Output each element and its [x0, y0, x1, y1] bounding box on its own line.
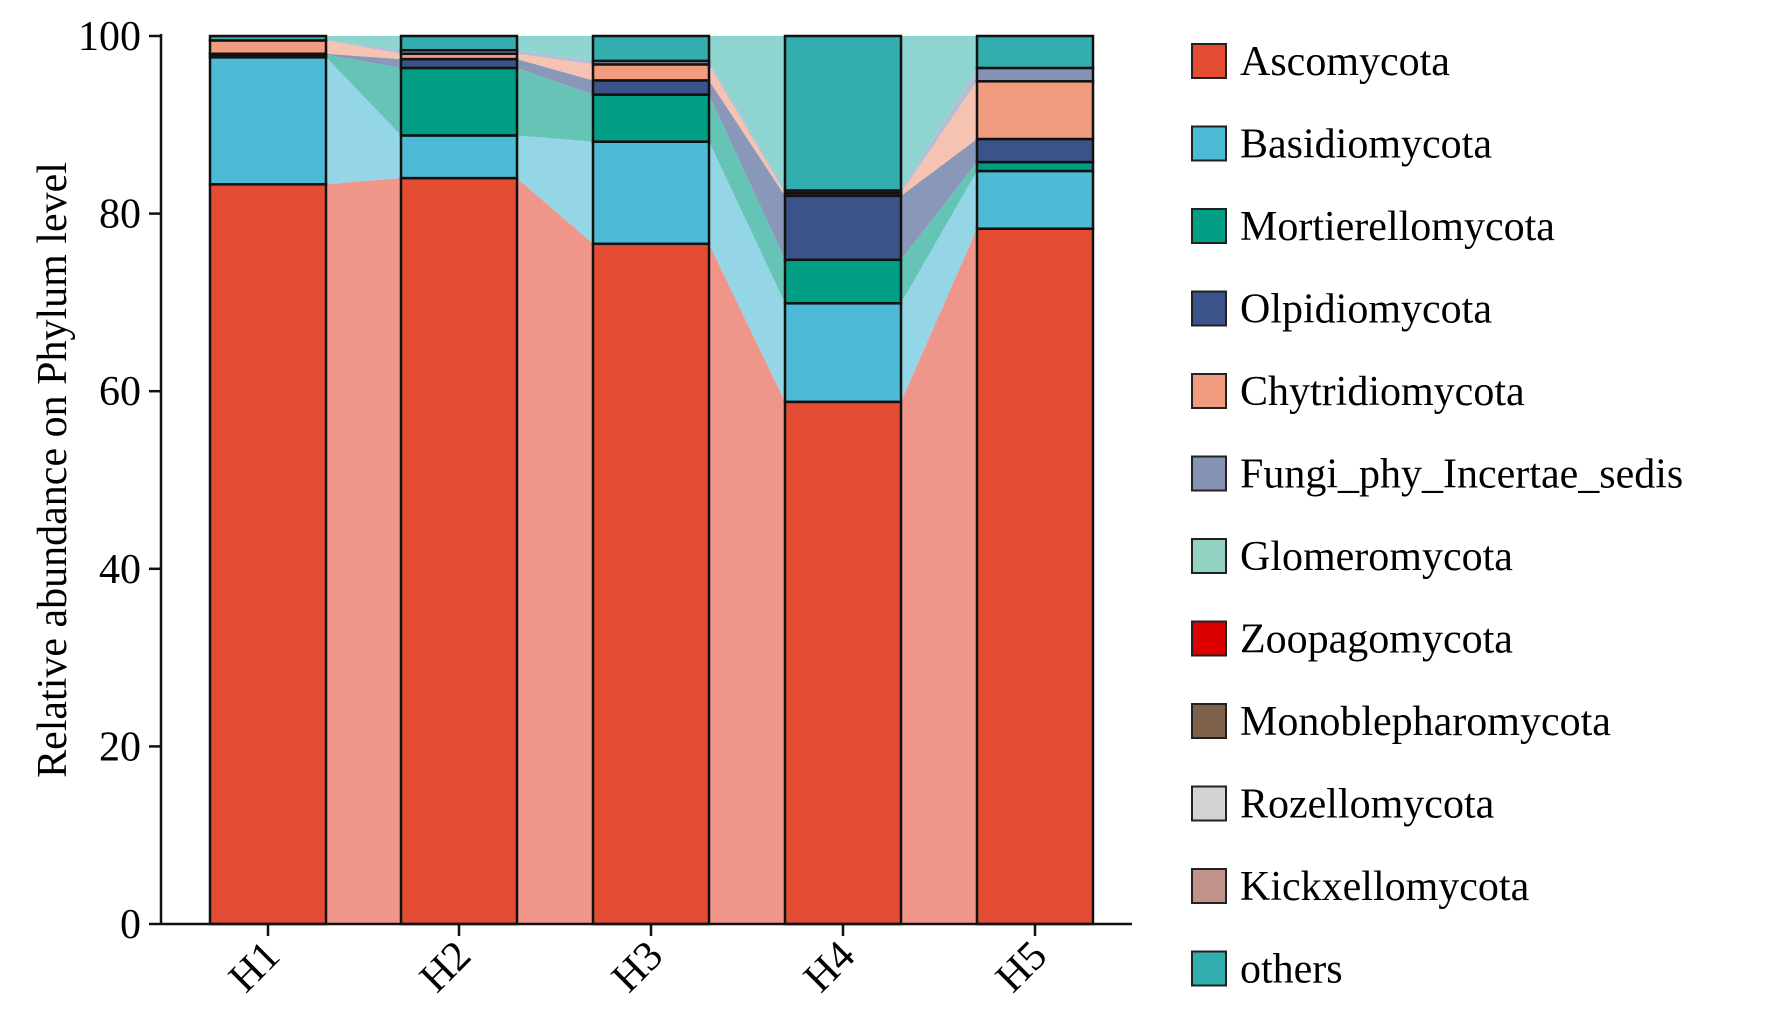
band-mortierellomycota-h1-h2 — [326, 54, 401, 136]
band-ascomycota-h4-h5 — [901, 228, 977, 925]
legend-label-mortierellomycota: Mortierellomycota — [1240, 204, 1555, 250]
bar-h2-ascomycota — [399, 176, 519, 926]
y-tick-label-60: 60 — [99, 369, 141, 415]
y-tick-label-100: 100 — [78, 14, 141, 60]
legend-swatch-basidiomycota — [1191, 125, 1227, 162]
x-tick-label-h2: H2 — [411, 933, 480, 1002]
band-chytridiomycota-h1-h2 — [326, 40, 401, 60]
legend-swatch-glomeromycota — [1191, 538, 1227, 574]
band-mortierellomycota-h2-h3 — [517, 67, 593, 142]
bar-h4-olpidiomycota — [783, 194, 903, 262]
y-tick-label-20: 20 — [99, 724, 141, 770]
legend-swatch-ascomycota — [1191, 43, 1227, 79]
bar-h2-mortierellomycota — [399, 66, 519, 137]
connector-bands — [326, 36, 977, 925]
bar-h4-ascomycota — [783, 400, 903, 926]
bar-h3-olpidiomycota — [591, 79, 711, 96]
band-others-h4-h5 — [901, 36, 977, 191]
bar-h2-olpidiomycota — [399, 57, 519, 70]
x-tick-label-h4: H4 — [795, 933, 864, 1002]
legend-label-rozellomycota: Rozellomycota — [1240, 782, 1495, 828]
band-chytridiomycota-h2-h3 — [517, 53, 593, 81]
band-mortierellomycota-h4-h5 — [901, 162, 977, 304]
bar-h4-basidiomycota — [783, 302, 903, 404]
band-fungi-phy-incertae-sedis-h1-h2 — [326, 40, 401, 54]
x-tick-label-h5: H5 — [987, 933, 1056, 1002]
x-tick-label-h3: H3 — [603, 933, 672, 1002]
band-ascomycota-h1-h2 — [326, 178, 401, 924]
bar-h1-basidiomycota — [208, 56, 328, 186]
band-others-h2-h3 — [517, 36, 593, 61]
legend: Ascomycota Basidiomycota Mortierellomycota… — [1191, 39, 1683, 993]
legend-label-zoopagomycota: Zoopagomycota — [1240, 617, 1513, 663]
bar-h5-fungi-phy-incertae-sedis — [975, 66, 1095, 83]
legend-swatch-zoopagomycota — [1191, 620, 1227, 657]
band-olpidiomycota-h1-h2 — [326, 53, 401, 68]
legend-swatch-mortierellomycota — [1191, 208, 1227, 244]
bar-h4-mortierellomycota — [783, 258, 903, 305]
legend-label-monoblepharomycota: Monoblepharomycota — [1240, 699, 1611, 745]
bar-h2-others — [399, 34, 519, 52]
bar-h3-chytridiomycota — [591, 63, 711, 82]
legend-label-others: others — [1240, 947, 1343, 993]
legend-label-chytridiomycota: Chytridiomycota — [1240, 369, 1525, 415]
bar-h5-chytridiomycota — [975, 80, 1095, 141]
bar-h3-ascomycota — [591, 242, 711, 926]
bar-h1-chytridiomycota — [208, 39, 328, 56]
bar-h5-others — [975, 34, 1095, 70]
band-olpidiomycota-h4-h5 — [901, 139, 977, 260]
band-ascomycota-h3-h4 — [709, 243, 785, 925]
band-fungi-phy-incertae-sedis-h4-h5 — [901, 67, 977, 194]
bar-h5-basidiomycota — [975, 169, 1095, 230]
legend-swatch-monoblepharomycota — [1191, 703, 1227, 739]
band-mortierellomycota-h3-h4 — [709, 94, 785, 304]
legend-label-olpidiomycota: Olpidiomycota — [1240, 287, 1492, 333]
bar-h3-others — [591, 34, 711, 63]
bar-h2-basidiomycota — [399, 134, 519, 180]
bar-h1-others — [208, 34, 328, 42]
band-chytridiomycota-h4-h5 — [901, 81, 977, 196]
bar-h4-others — [783, 34, 903, 192]
band-basidiomycota-h1-h2 — [326, 57, 401, 185]
band-basidiomycota-h3-h4 — [709, 141, 785, 402]
legend-swatch-chytridiomycota — [1191, 373, 1227, 409]
band-olpidiomycota-h3-h4 — [709, 80, 785, 260]
y-tick-label-0: 0 — [120, 902, 141, 948]
band-others-h1-h2 — [326, 36, 401, 51]
bar-h3-mortierellomycota — [591, 93, 711, 143]
band-basidiomycota-h4-h5 — [901, 170, 977, 402]
band-olpidiomycota-h2-h3 — [517, 59, 593, 95]
bar-h1-ascomycota — [208, 183, 328, 926]
legend-label-glomeromycota: Glomeromycota — [1240, 534, 1513, 580]
bar-h5-mortierellomycota — [975, 160, 1095, 173]
legend-label-ascomycota: Ascomycota — [1240, 39, 1450, 85]
y-axis-title: Relative abundance on Phylum level — [30, 162, 76, 778]
band-basidiomycota-h2-h3 — [517, 135, 593, 244]
legend-label-kickxellomycota: Kickxellomycota — [1240, 864, 1530, 910]
band-fungi-phy-incertae-sedis-h3-h4 — [709, 60, 785, 194]
x-tick-label-h1: H1 — [220, 933, 289, 1002]
band-fungi-phy-incertae-sedis-h2-h3 — [517, 50, 593, 65]
bar-h3-basidiomycota — [591, 140, 711, 246]
legend-label-basidiomycota: Basidiomycota — [1240, 122, 1492, 168]
bar-h5-olpidiomycota — [975, 137, 1095, 164]
band-chytridiomycota-h3-h4 — [709, 64, 785, 196]
band-others-h3-h4 — [709, 36, 785, 191]
legend-swatch-rozellomycota — [1191, 785, 1227, 822]
legend-label-fungi-phy-incertae-sedis: Fungi_phy_Incertae_sedis — [1240, 452, 1683, 498]
bar-h5-ascomycota — [975, 227, 1095, 926]
legend-swatch-others — [1191, 950, 1227, 987]
bars — [208, 34, 1095, 926]
legend-swatch-olpidiomycota — [1191, 290, 1227, 327]
legend-swatch-kickxellomycota — [1191, 868, 1227, 904]
y-tick-label-80: 80 — [99, 192, 141, 238]
y-tick-label-40: 40 — [99, 547, 141, 593]
legend-swatch-fungi-phy-incertae-sedis — [1191, 455, 1227, 492]
band-ascomycota-h2-h3 — [517, 178, 593, 924]
